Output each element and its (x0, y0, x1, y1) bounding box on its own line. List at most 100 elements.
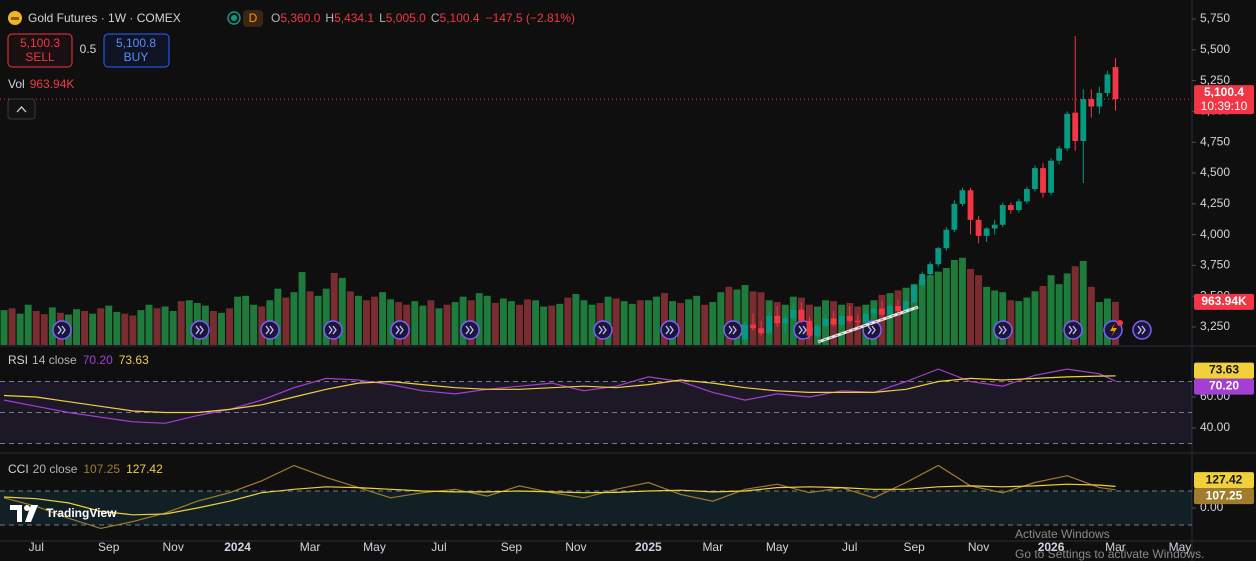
x-tick-label: 2025 (635, 540, 662, 554)
volume-bar (652, 296, 660, 345)
price-tag-countdown: 10:39:10 (1201, 99, 1248, 113)
volume-bar (572, 294, 580, 345)
ohlc-key: O (271, 11, 280, 25)
buy-button[interactable] (103, 33, 170, 68)
candle-body (1048, 160, 1054, 193)
y-tick-label: 4,000 (1200, 227, 1230, 241)
x-tick-label: Sep (903, 540, 925, 554)
ohlc-key: L (379, 11, 386, 25)
volume-bar (1079, 260, 1087, 345)
event-marker-icon (798, 325, 807, 335)
volume-bar (532, 300, 540, 345)
event-marker-icon (998, 325, 1007, 335)
event-marker (52, 320, 72, 340)
candle-body (1056, 148, 1063, 161)
event-marker-icon (665, 325, 674, 335)
volume-bar (967, 268, 974, 345)
axis-tag (1194, 293, 1254, 310)
indicator-value: 73.63 (119, 353, 149, 367)
axis-tag (1194, 472, 1254, 489)
x-tick-label: Nov (968, 540, 989, 554)
volume-bar (97, 308, 105, 345)
y-tick-label: 4,500 (1200, 165, 1230, 179)
volume-bar (1103, 298, 1111, 345)
y-tick-label: 5,250 (1200, 73, 1230, 87)
symbol-title[interactable]: Gold Futures · 1W · COMEX (28, 11, 181, 25)
candle-body (1015, 201, 1022, 210)
volume-bar (459, 296, 467, 345)
candle-body (774, 315, 781, 324)
candle-body (935, 248, 942, 265)
volume-bar (346, 291, 354, 345)
volume-bar (475, 293, 483, 345)
x-tick-label: Jul (29, 540, 44, 554)
volume-bar (926, 275, 934, 345)
volume-bar (427, 300, 435, 345)
trendline[interactable] (817, 305, 919, 344)
volume-bar (628, 303, 636, 345)
volume-bar (419, 305, 427, 345)
candle-body (879, 308, 885, 315)
event-marker-icon (728, 325, 737, 335)
volume-bar (524, 299, 532, 345)
volume-bar (717, 292, 725, 345)
candle-body (991, 224, 998, 229)
event-marker-icon (1068, 325, 1077, 335)
ohlc-value: 5,360.0 (280, 11, 320, 25)
windows-activation-subtitle: Go to Settings to activate Windows. (1015, 547, 1204, 561)
x-tick-label: May (363, 540, 386, 554)
volume-bar (121, 313, 129, 345)
candle-body (750, 324, 756, 329)
volume-bar (975, 275, 983, 345)
volume-bar (242, 295, 250, 345)
market-status-ring (227, 11, 241, 25)
indicator-line (3, 483, 1116, 516)
candle-body (927, 264, 934, 275)
candle-body (1032, 168, 1038, 190)
volume-bar (588, 304, 596, 345)
volume-bar (185, 300, 193, 345)
volume-bar (1087, 286, 1095, 345)
volume-legend-value: 963.94K (30, 77, 75, 91)
volume-bar (1007, 300, 1015, 345)
volume-bar (282, 297, 290, 345)
volume-bar (701, 304, 709, 345)
y-tick-label: 3,750 (1200, 258, 1230, 272)
volume-bar (660, 293, 668, 345)
status-badge (243, 10, 263, 27)
sell-button[interactable] (7, 33, 73, 68)
event-marker (190, 320, 210, 340)
volume-bar (934, 271, 942, 345)
candle-body (846, 315, 853, 321)
indicator-title: RSI (8, 353, 28, 367)
volume-legend: Vol 963.94K (8, 77, 74, 91)
candle-body (903, 301, 909, 311)
event-marker-icon (395, 325, 404, 335)
volume-bar (274, 288, 282, 345)
candle-body (1088, 99, 1095, 107)
volume-bar (725, 286, 733, 345)
symbol-icon-bar (11, 17, 19, 20)
cci-legend: CCI 20 close 107.25 127.42 (8, 462, 163, 476)
event-marker-icon (57, 325, 66, 335)
candle-body (967, 190, 974, 220)
price-change: −147.5 (−2.81%) (486, 11, 575, 25)
price-tag-label: 5,100.4 (1204, 85, 1244, 99)
volume-bar (169, 311, 177, 345)
volume-bar (161, 306, 169, 345)
volume-bar (499, 298, 507, 345)
x-tick-label: May (766, 540, 789, 554)
collapse-button[interactable] (7, 98, 36, 120)
volume-bar (1039, 285, 1047, 345)
volume-bar (693, 295, 701, 345)
sell-price: 5,100.3 (20, 36, 60, 50)
candle-body (822, 318, 829, 326)
volume-bar (362, 300, 370, 345)
event-marker-icon (598, 325, 607, 335)
x-tick-label: Jul (842, 540, 857, 554)
volume-bar (604, 296, 612, 345)
volume-bar (1071, 266, 1079, 345)
event-marker-icon (867, 325, 876, 335)
